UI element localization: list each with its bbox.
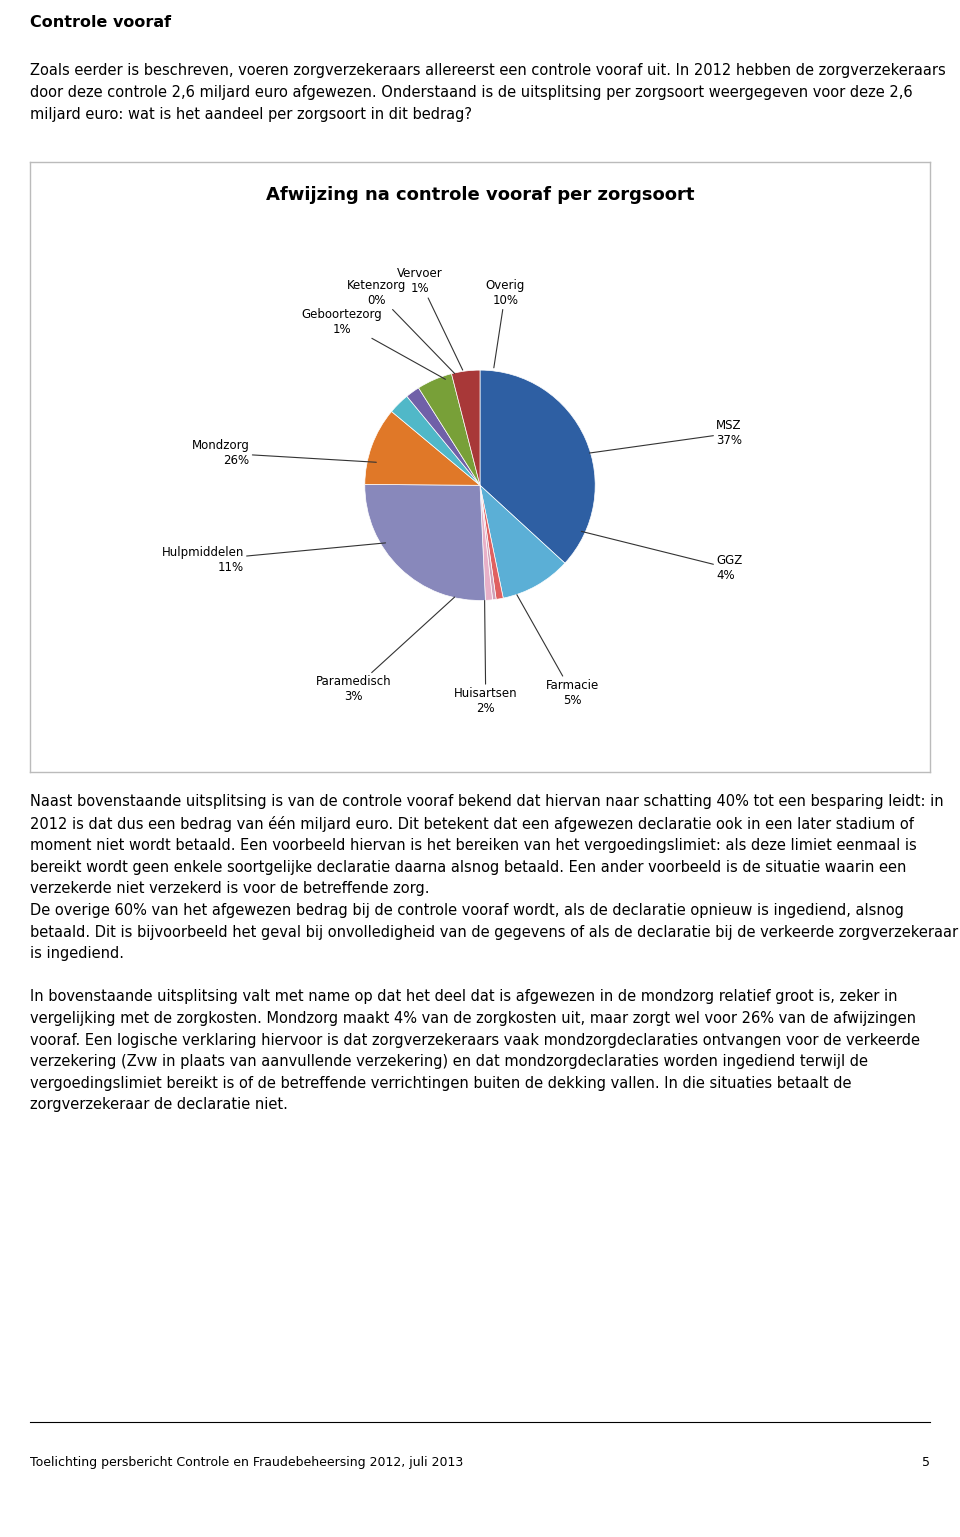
Text: Zoals eerder is beschreven, voeren zorgverzekeraars allereerst een controle voor: Zoals eerder is beschreven, voeren zorgv… [30,63,946,121]
Text: Mondzorg
26%: Mondzorg 26% [192,440,376,467]
Text: Paramedisch
3%: Paramedisch 3% [316,596,455,704]
Wedge shape [480,486,496,599]
Text: Geboortezorg
1%: Geboortezorg 1% [301,307,445,380]
Wedge shape [451,370,480,486]
Wedge shape [419,373,480,486]
Wedge shape [480,486,564,598]
Text: Naast bovenstaande uitsplitsing is van de controle vooraf bekend dat hiervan naa: Naast bovenstaande uitsplitsing is van d… [30,793,958,1113]
Text: Huisartsen
2%: Huisartsen 2% [454,601,517,715]
Wedge shape [365,412,480,486]
Wedge shape [407,387,480,486]
Text: Ketenzorg
0%: Ketenzorg 0% [347,278,455,373]
Wedge shape [365,484,486,601]
Text: Farmacie
5%: Farmacie 5% [516,595,599,707]
Text: MSZ
37%: MSZ 37% [589,420,742,453]
Text: Controle vooraf: Controle vooraf [30,15,171,31]
Wedge shape [480,486,503,599]
Text: Afwijzing na controle vooraf per zorgsoort: Afwijzing na controle vooraf per zorgsoo… [266,186,694,204]
Wedge shape [480,486,492,601]
Text: Hulpmiddelen
11%: Hulpmiddelen 11% [161,543,386,575]
Text: GGZ
4%: GGZ 4% [582,532,742,583]
Text: Toelichting persbericht Controle en Fraudebeheersing 2012, juli 2013: Toelichting persbericht Controle en Frau… [30,1456,464,1468]
Text: 5: 5 [922,1456,930,1468]
Wedge shape [480,370,595,563]
Text: Overig
10%: Overig 10% [486,278,525,367]
Text: Vervoer
1%: Vervoer 1% [397,267,463,370]
Wedge shape [392,397,480,486]
